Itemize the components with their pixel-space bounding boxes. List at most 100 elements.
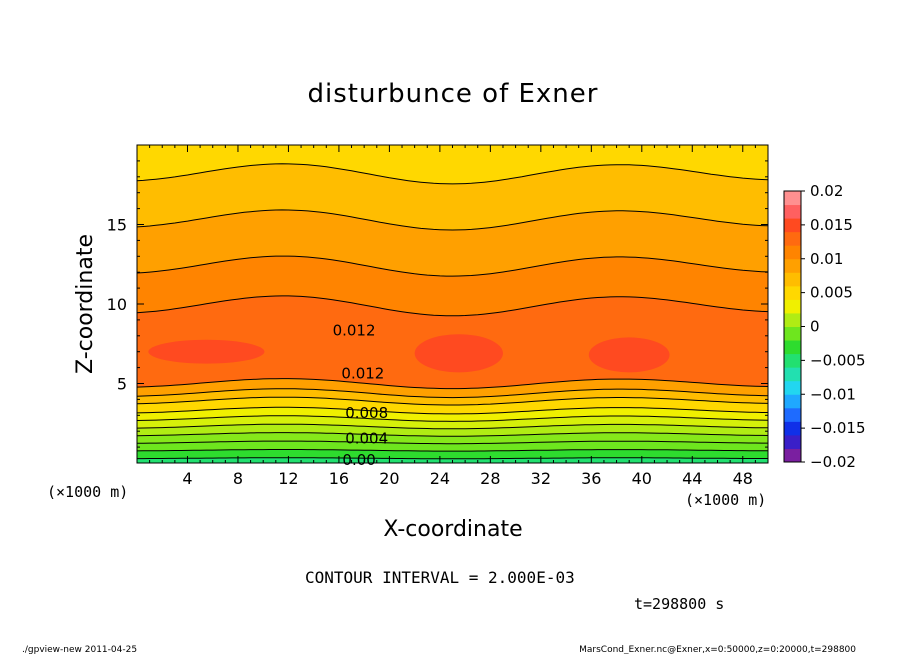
colorbar-swatch (784, 285, 801, 300)
colorbar-tick: −0.005 (801, 351, 866, 369)
contour-line (137, 457, 768, 460)
maximum-patch (588, 337, 670, 373)
y-axis-ticks: 5 10 15 (107, 160, 768, 448)
contour-line (137, 388, 768, 399)
contour-line (137, 406, 768, 415)
svg-text:44: 44 (682, 469, 702, 488)
svg-text:0: 0 (810, 318, 820, 336)
x-tick: 8 (233, 145, 243, 488)
chart-title: disturbunce of Exner (308, 79, 599, 109)
colorbar (783, 190, 802, 463)
svg-text:32: 32 (531, 469, 551, 488)
colorbar-swatch (784, 353, 801, 368)
svg-text:0.01: 0.01 (810, 250, 843, 268)
colorbar-tick: 0.01 (801, 250, 843, 268)
filled-contours (137, 145, 768, 463)
colorbar-swatch (784, 448, 801, 463)
svg-text:0.005: 0.005 (810, 284, 853, 302)
contour-line (137, 449, 768, 452)
contour-line (137, 255, 768, 277)
x-tick: 48 (733, 145, 753, 488)
x-tick: 20 (379, 145, 400, 488)
svg-text:0.02: 0.02 (810, 182, 843, 200)
contour-line (137, 423, 768, 430)
colorbar-tick: 0.005 (801, 284, 853, 302)
svg-text:−0.015: −0.015 (810, 419, 866, 437)
colorbar-swatch (784, 407, 801, 422)
contour-line (137, 378, 768, 390)
svg-text:8: 8 (233, 469, 243, 488)
svg-text:24: 24 (430, 469, 450, 488)
contour-label: 0.012 (341, 364, 384, 382)
y-tick: 5 (117, 375, 768, 394)
maximum-patch (414, 334, 503, 373)
time-label: t=298800 s (634, 595, 724, 613)
x-tick: 16 (329, 145, 349, 488)
colorbar-swatch (784, 326, 801, 341)
y-tick: 10 (107, 295, 768, 314)
svg-text:5: 5 (117, 375, 127, 394)
svg-text:16: 16 (329, 469, 349, 488)
colorbar-tick: −0.015 (801, 419, 866, 437)
contour-line (137, 440, 768, 445)
svg-text:4: 4 (182, 469, 192, 488)
x-axis-label: X-coordinate (383, 517, 522, 542)
colorbar-swatch (784, 340, 801, 355)
x-axis-ticks: 4 8 12 16 20 24 28 32 36 40 44 48 (149, 145, 756, 488)
colorbar-swatch (784, 299, 801, 314)
svg-text:48: 48 (733, 469, 753, 488)
contour-line (137, 209, 768, 231)
svg-text:−0.02: −0.02 (810, 453, 856, 471)
colorbar-tick: −0.01 (801, 385, 856, 403)
contour-line (137, 163, 768, 185)
svg-text:−0.005: −0.005 (810, 351, 866, 369)
contour-label: 0.008 (345, 404, 388, 422)
x-tick: 24 (430, 145, 450, 488)
svg-text:28: 28 (480, 469, 500, 488)
colorbar-swatch (784, 231, 801, 246)
colorbar-tick: 0.02 (801, 182, 843, 200)
colorbar-tick: −0.02 (801, 453, 856, 471)
colorbar-swatch (784, 218, 801, 233)
maximum-patch (148, 339, 265, 364)
contour-label: 0.012 (333, 321, 376, 339)
x-tick: 28 (480, 145, 501, 488)
contour-labels: 0.012 0.012 0.008 0.004 0.00 (333, 321, 389, 469)
colorbar-ticks: 0.02 0.015 0.01 0.005 0 −0.005 −0.01 −0.015 −0.0… (801, 182, 866, 471)
contour-label: 0.00 (342, 451, 375, 469)
colorbar-swatch (784, 245, 801, 260)
y-tick: 15 (107, 216, 768, 235)
footer-program-date: ./gpview-new 2011-04-25 (22, 645, 137, 654)
colorbar-swatch (784, 380, 801, 395)
x-tick: 36 (581, 145, 601, 488)
x-tick: 40 (632, 145, 652, 488)
contour-label: 0.004 (345, 430, 388, 448)
y-axis-label: Z-coordinate (73, 234, 98, 374)
colorbar-swatch (784, 258, 801, 273)
svg-text:10: 10 (107, 295, 127, 314)
colorbar-swatch (784, 367, 801, 382)
x-tick: 44 (682, 145, 702, 488)
contour-line (137, 396, 768, 406)
svg-text:36: 36 (581, 469, 601, 488)
x-tick: 12 (278, 145, 299, 488)
colorbar-swatch (784, 421, 801, 436)
contour-line (137, 415, 768, 422)
svg-text:−0.01: −0.01 (810, 385, 856, 403)
contour-line (137, 295, 768, 317)
svg-text:0.015: 0.015 (810, 216, 853, 234)
contour-interval: CONTOUR INTERVAL = 2.000E-03 (305, 568, 575, 587)
svg-text:12: 12 (278, 469, 298, 488)
colorbar-swatch (784, 312, 801, 327)
svg-text:15: 15 (107, 216, 127, 235)
colorbar-swatch (784, 272, 801, 287)
svg-text:40: 40 (632, 469, 652, 488)
colorbar-swatch (784, 191, 801, 206)
x-tick: 4 (182, 145, 193, 488)
contour-lines (137, 163, 768, 460)
colorbar-tick: 0 (801, 318, 820, 336)
contour-band (137, 145, 768, 230)
contour-band (137, 145, 768, 184)
